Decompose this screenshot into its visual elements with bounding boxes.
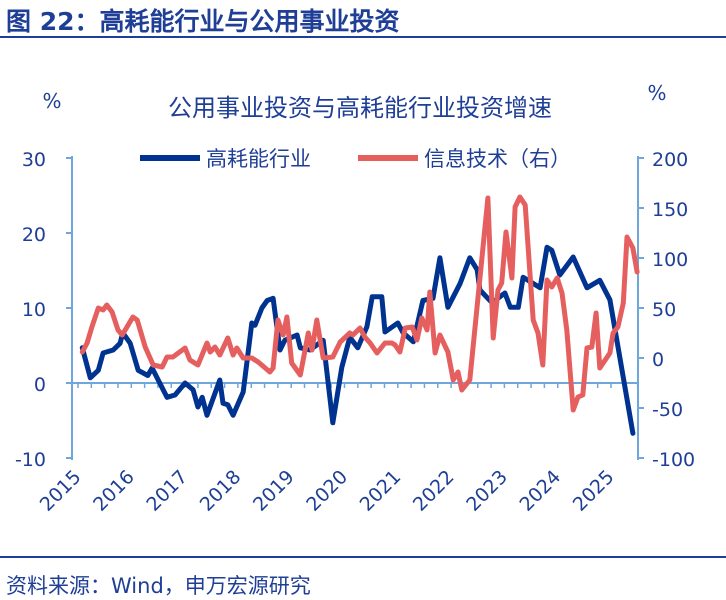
legend-label-blue: 高耗能行业 bbox=[206, 147, 311, 171]
x-tick-label: 2023 bbox=[462, 466, 512, 516]
x-tick-label: 2015 bbox=[36, 466, 86, 516]
right-tick-label: 100 bbox=[652, 249, 688, 271]
right-axis-unit: % bbox=[647, 81, 666, 105]
x-tick-label: 2025 bbox=[569, 466, 619, 516]
figure-title: 图 22：高耗能行业与公用事业投资 bbox=[6, 7, 400, 36]
right-tick-label: -50 bbox=[652, 399, 683, 421]
x-tick-label: 2020 bbox=[302, 466, 352, 516]
x-tick-label: 2024 bbox=[515, 466, 565, 516]
series-line-high-energy bbox=[79, 244, 636, 436]
title-rule bbox=[0, 36, 726, 38]
x-tick-label: 2018 bbox=[196, 466, 246, 516]
x-tick-label: 2017 bbox=[142, 466, 192, 516]
left-tick-label: 0 bbox=[34, 374, 46, 396]
right-tick-label: 50 bbox=[652, 299, 676, 321]
right-tick-label: 0 bbox=[652, 349, 664, 371]
left-tick-label: -10 bbox=[15, 449, 46, 471]
legend-label-red: 信息技术（右） bbox=[424, 147, 571, 171]
x-tick-label: 2016 bbox=[89, 466, 139, 516]
chart-title: 公用事业投资与高耗能行业投资增速 bbox=[168, 94, 552, 122]
x-tick-label: 2019 bbox=[249, 466, 299, 516]
legend: 高耗能行业 信息技术（右） bbox=[140, 147, 571, 171]
series-line-it bbox=[79, 194, 640, 413]
right-tick-label: -100 bbox=[652, 449, 695, 471]
source-note: 资料来源：Wind，申万宏源研究 bbox=[6, 574, 311, 598]
left-tick-label: 30 bbox=[22, 149, 46, 171]
left-axis-unit: % bbox=[42, 89, 61, 113]
right-tick-label: 150 bbox=[652, 199, 688, 221]
x-tick-label: 2021 bbox=[356, 466, 406, 516]
left-tick-label: 10 bbox=[22, 299, 46, 321]
right-tick-label: 200 bbox=[652, 149, 688, 171]
left-tick-label: 20 bbox=[22, 224, 46, 246]
x-tick-label: 2022 bbox=[409, 466, 459, 516]
footer-rule bbox=[0, 556, 726, 558]
